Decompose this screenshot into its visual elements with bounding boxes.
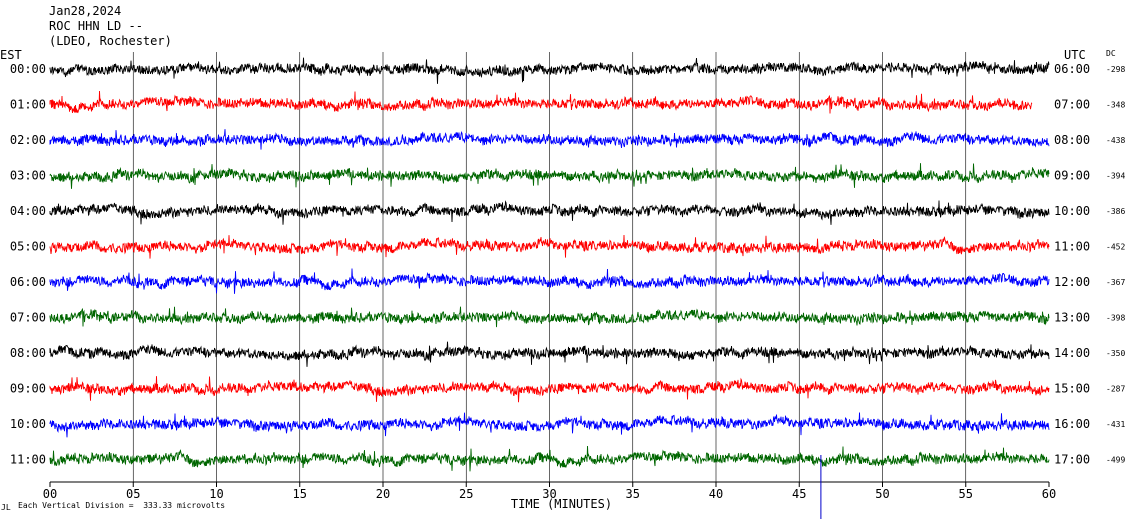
seismic-trace: [49, 57, 1050, 84]
seismic-trace: [49, 445, 1050, 472]
x-tick-label: 45: [792, 487, 806, 501]
scale-note: Each Vertical Division = 333.33 microvol…: [18, 501, 226, 510]
dc-offset-label: -394: [1106, 172, 1125, 181]
seismic-trace: [49, 163, 1050, 189]
corner-mark: JL: [1, 503, 11, 512]
x-tick-label: 35: [626, 487, 640, 501]
seismic-trace: [49, 376, 1050, 403]
x-tick-label: 05: [126, 487, 140, 501]
utc-hour-label: 10:00: [1054, 204, 1090, 218]
x-tick-label: 50: [875, 487, 889, 501]
x-tick-label: 15: [293, 487, 307, 501]
network-label: (LDEO, Rochester): [49, 34, 172, 48]
utc-hour-label: 07:00: [1054, 98, 1090, 112]
x-tick-label: 20: [376, 487, 390, 501]
x-tick-label: 30: [542, 487, 556, 501]
est-hour-label: 04:00: [10, 204, 46, 218]
seismic-trace: [49, 412, 1050, 438]
utc-hour-label: 09:00: [1054, 169, 1090, 183]
x-tick-label: 10: [209, 487, 223, 501]
seismic-trace: [49, 268, 1050, 294]
est-hour-label: 06:00: [10, 275, 46, 289]
dc-offset-label: -438: [1106, 136, 1125, 145]
est-hour-label: 02:00: [10, 133, 46, 147]
seismic-trace: [49, 200, 1050, 225]
dc-offset-label: -367: [1106, 278, 1125, 287]
seismic-trace: [49, 306, 1050, 328]
utc-hour-label: 16:00: [1054, 417, 1090, 431]
est-hour-label: 11:00: [10, 453, 46, 467]
seismic-trace: [49, 90, 1033, 114]
utc-hour-label: 14:00: [1054, 346, 1090, 360]
dc-offset-label: -431: [1106, 420, 1125, 429]
est-hour-label: 10:00: [10, 417, 46, 431]
x-tick-label: 25: [459, 487, 473, 501]
est-hour-label: 09:00: [10, 382, 46, 396]
x-tick-label: 55: [959, 487, 973, 501]
date-label: Jan28,2024: [49, 4, 122, 18]
x-axis-title: TIME (MINUTES): [511, 497, 612, 511]
station-label: ROC HHN LD --: [49, 19, 143, 33]
x-tick-label: 60: [1042, 487, 1056, 501]
dc-offset-label: -499: [1106, 456, 1125, 465]
est-hour-label: 00:00: [10, 62, 46, 76]
utc-hour-label: 12:00: [1054, 275, 1090, 289]
seismic-trace: [49, 129, 1050, 150]
est-hour-label: 07:00: [10, 311, 46, 325]
seismic-trace: [49, 234, 1050, 259]
utc-hour-label: 15:00: [1054, 382, 1090, 396]
seismic-trace: [49, 341, 1050, 367]
dc-offset-label: -350: [1106, 349, 1125, 358]
est-hour-label: 03:00: [10, 169, 46, 183]
est-axis-label: EST: [0, 48, 22, 62]
est-hour-label: 08:00: [10, 346, 46, 360]
dc-offset-label: -287: [1106, 385, 1125, 394]
x-tick-label: 40: [709, 487, 723, 501]
utc-hour-label: 17:00: [1054, 453, 1090, 467]
dc-offset-label: -386: [1106, 207, 1125, 216]
est-hour-label: 01:00: [10, 98, 46, 112]
x-tick-label: 00: [43, 487, 57, 501]
est-hour-label: 05:00: [10, 240, 46, 254]
utc-axis-label: UTC: [1064, 48, 1086, 62]
dc-offset-label: -348: [1106, 101, 1125, 110]
dc-header-label: DC: [1106, 49, 1116, 58]
dc-offset-label: -398: [1106, 314, 1125, 323]
utc-hour-label: 08:00: [1054, 133, 1090, 147]
utc-hour-label: 06:00: [1054, 62, 1090, 76]
dc-offset-label: -298: [1106, 65, 1125, 74]
utc-hour-label: 11:00: [1054, 240, 1090, 254]
utc-hour-label: 13:00: [1054, 311, 1090, 325]
dc-offset-label: -452: [1106, 243, 1125, 252]
